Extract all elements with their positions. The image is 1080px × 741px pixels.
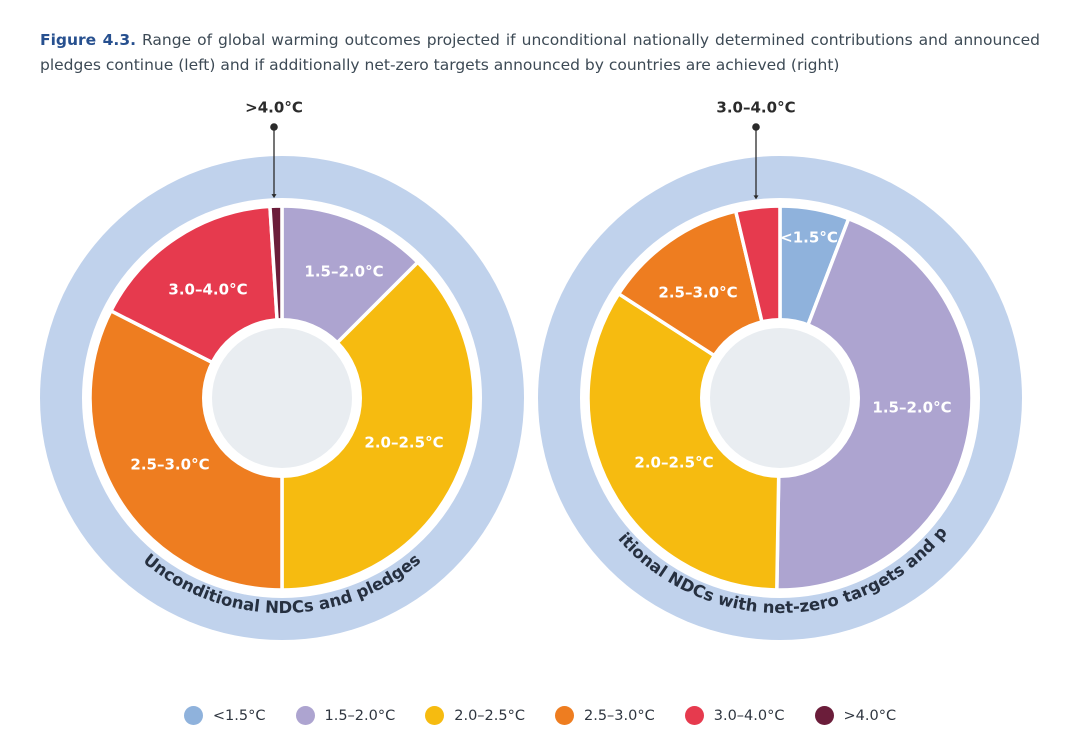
donut-chart-1: 1.5–2.0°C 2.0–2.5°C 2.5–3.0°C 3.0–4.0°C >4.0… — [40, 99, 524, 640]
legend-swatch — [295, 706, 315, 725]
legend-swatch — [183, 706, 203, 725]
slice-label-1-2: 2.0–2.5°C — [364, 434, 443, 452]
legend-swatch — [425, 706, 445, 725]
legend-label: 2.5–3.0°C — [584, 707, 655, 724]
legend-label: <1.5°C — [212, 707, 266, 724]
hub-2 — [710, 328, 850, 468]
legend-item: 3.0–4.0°C — [684, 706, 785, 725]
hub-1 — [212, 328, 352, 468]
slice-2-2 — [775, 216, 974, 592]
slice-1-2 — [280, 260, 476, 592]
callout-label-2: 3.0–4.0°C — [716, 99, 795, 117]
legend-item: 1.5–2.0°C — [295, 706, 396, 725]
legend-label: >4.0°C — [843, 707, 897, 724]
callout-arrow-2 — [753, 195, 759, 200]
legend-label: 1.5–2.0°C — [324, 707, 396, 724]
slice-label-2-3: 2.0–2.5°C — [634, 454, 713, 472]
callout-arrow-1 — [271, 194, 277, 199]
callout-dot-1 — [270, 123, 278, 131]
slice-label-1-4: 3.0–4.0°C — [168, 281, 247, 299]
donut-charts: 1.5–2.0°C 2.0–2.5°C 2.5–3.0°C 3.0–4.0°C >4.0… — [0, 0, 1022, 640]
callout-dot-2 — [752, 123, 760, 131]
slice-label-1-3: 2.5–3.0°C — [130, 456, 209, 474]
legend-label: 2.0–2.5°C — [454, 707, 525, 724]
legend-swatch — [684, 706, 704, 725]
callout-label-1: >4.0°C — [245, 99, 303, 117]
legend-swatch — [814, 706, 834, 725]
legend-item: 2.5–3.0°C — [555, 706, 655, 725]
legend-swatch — [555, 706, 574, 725]
figure-caption-text: Range of global warming outcomes project… — [40, 31, 1041, 74]
slice-label-2-2: 1.5–2.0°C — [872, 399, 951, 417]
chart-legend: <1.5°C 1.5–2.0°C 2.0–2.5°C 2.5–3.0°C 3.0–4.0… — [0, 706, 1080, 725]
slice-label-2-4: 2.5–3.0°C — [658, 284, 737, 302]
slice-label-1-1: 1.5–2.0°C — [304, 263, 383, 281]
legend-item: >4.0°C — [814, 706, 897, 725]
figure-caption: Figure 4.3. Range of global warming outc… — [40, 28, 1040, 77]
slice-label-2-1: <1.5°C — [780, 229, 838, 247]
legend-item: <1.5°C — [183, 706, 266, 725]
legend-label: 3.0–4.0°C — [713, 707, 785, 724]
legend-item: 2.0–2.5°C — [425, 706, 525, 725]
figure-number: Figure 4.3. — [40, 31, 136, 49]
